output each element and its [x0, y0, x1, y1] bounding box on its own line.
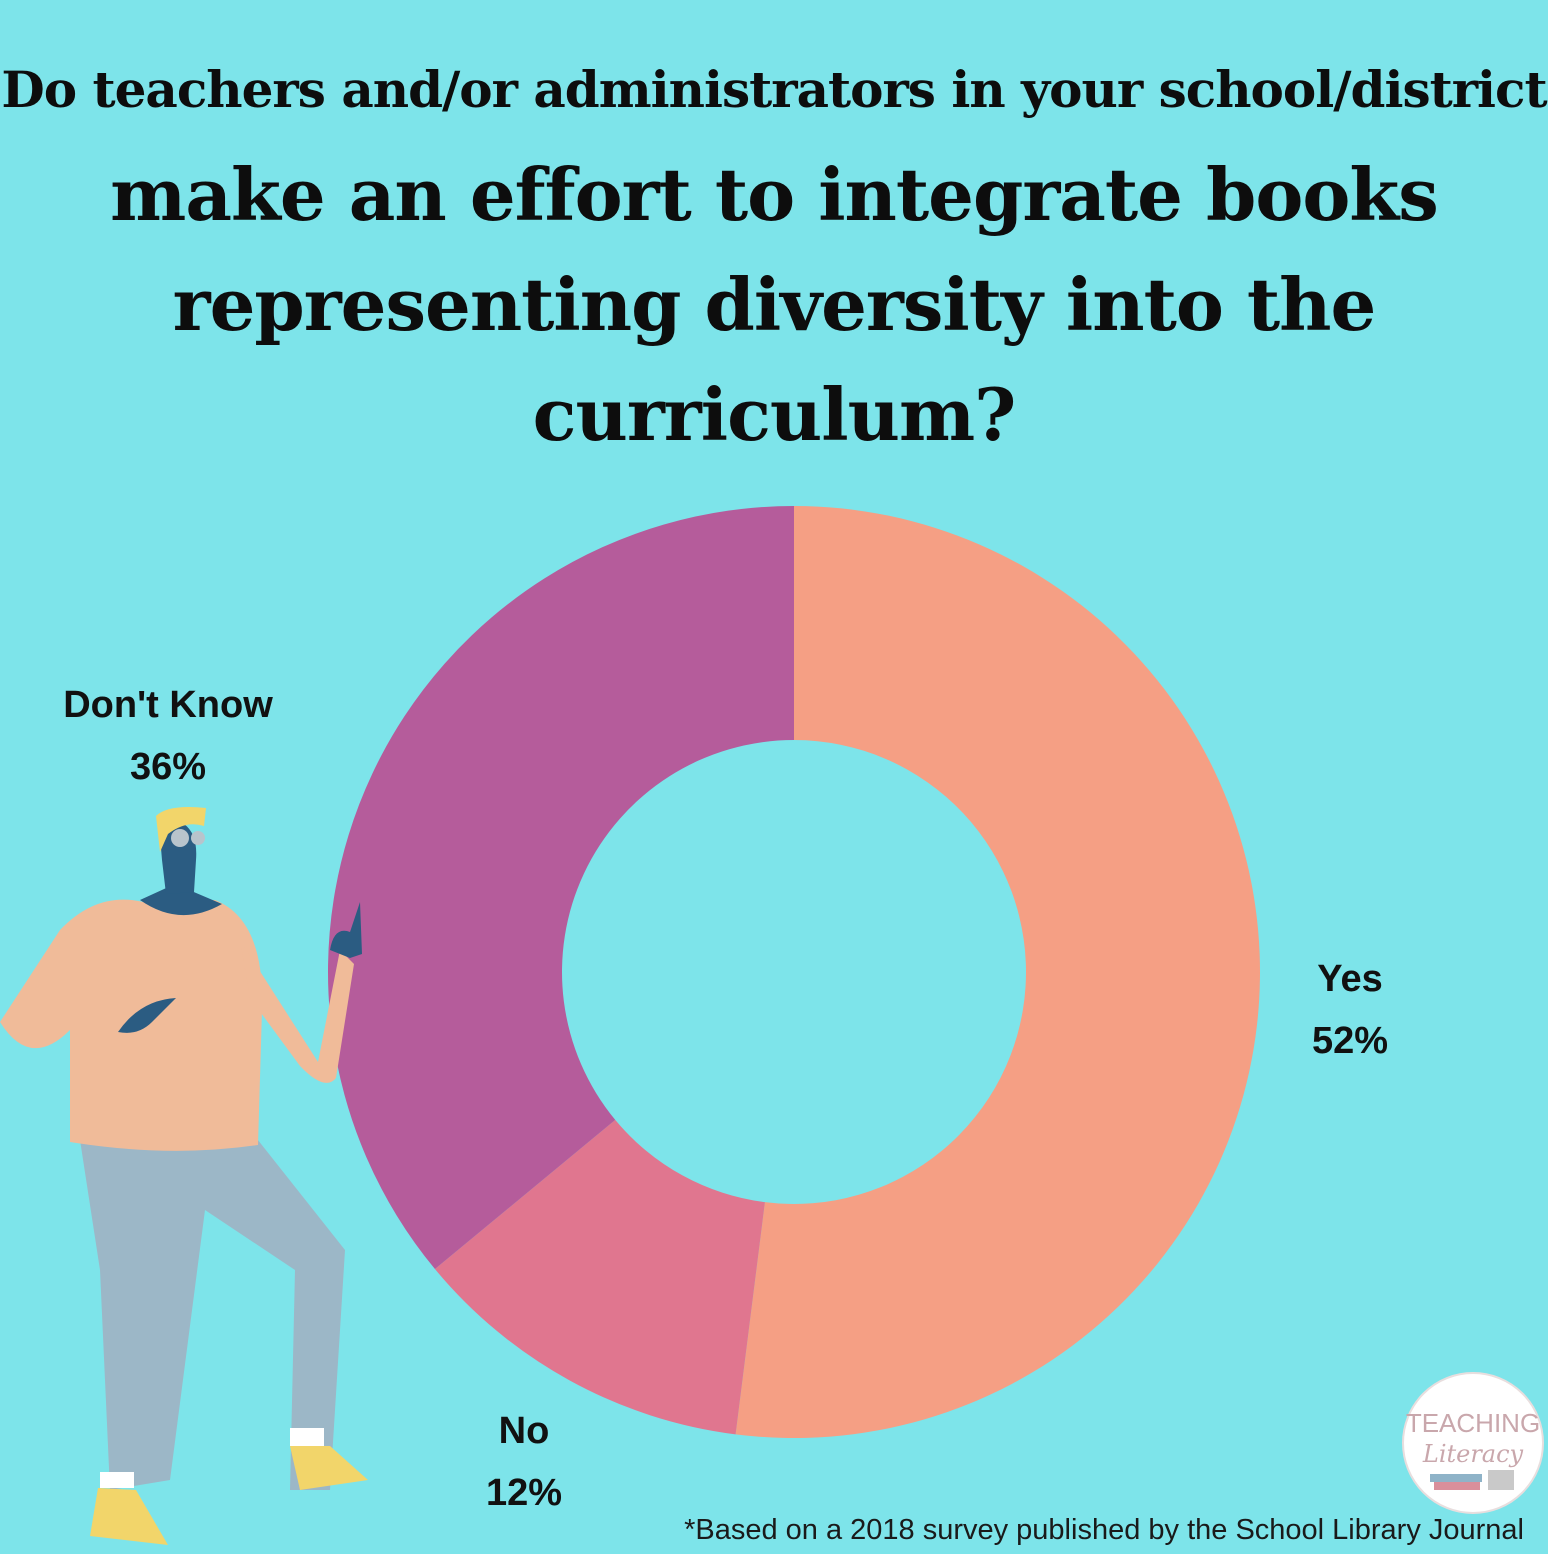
slice-don-t-know [328, 506, 794, 1270]
slice-value-no: 12% [485, 1472, 563, 1514]
person-illustration [0, 807, 368, 1545]
footnote: *Based on a 2018 survey published by the… [684, 1514, 1524, 1546]
slice-label-dont-know: Don't Know 36% [18, 674, 318, 798]
slice-value-dont-know: 36% [129, 746, 207, 788]
logo-word-teaching: TEACHING [1406, 1408, 1540, 1438]
slice-label-yes: Yes 52% [1200, 948, 1500, 1072]
slice-value-yes: 52% [1311, 1020, 1389, 1062]
slice-yes [735, 506, 1260, 1438]
title-line-2: make an effort to integrate books [110, 152, 1439, 237]
slice-name-no: No [498, 1410, 550, 1452]
slice-name-dont-know: Don't Know [63, 684, 273, 726]
teaching-literacy-logo: TEACHING Literacy [1402, 1372, 1544, 1514]
logo-word-literacy: Literacy [1422, 1440, 1524, 1468]
title-line-4: curriculum? [532, 372, 1017, 457]
slice-label-no: No 12% [374, 1400, 674, 1524]
title-line-1: Do teachers and/or administrators in you… [1, 60, 1547, 119]
slice-name-yes: Yes [1317, 958, 1383, 1000]
title-line-3: representing diversity into the [172, 262, 1377, 347]
slice-no [434, 1119, 765, 1435]
